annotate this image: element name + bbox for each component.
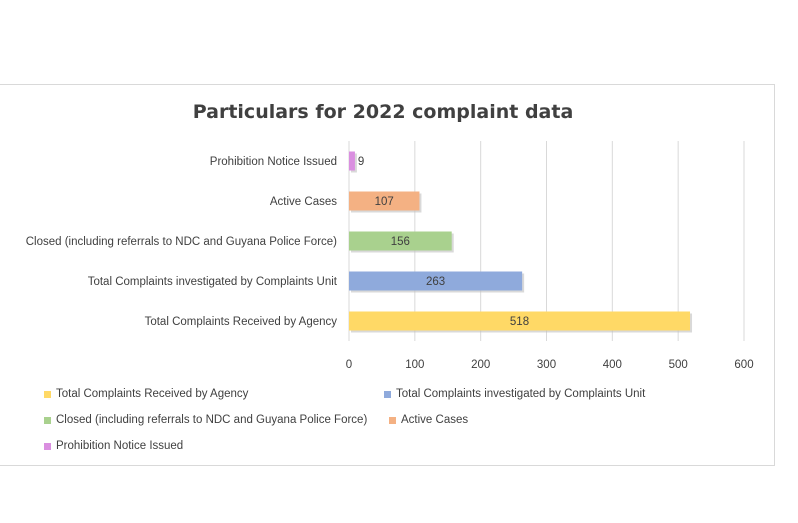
chart-area: Particulars for 2022 complaint data Tota…	[0, 84, 775, 466]
x-tick-label: 0	[346, 359, 352, 371]
x-tick-label: 500	[669, 359, 688, 371]
category-label: Prohibition Notice Issued	[210, 156, 337, 168]
legend-item: Total Complaints investigated by Complai…	[384, 388, 645, 400]
x-axis-ticks: 0 100 200 300 400 500 600	[346, 359, 754, 371]
category-label: Total Complaints Received by Agency	[145, 316, 338, 328]
legend-swatch	[44, 390, 51, 398]
legend-label: Prohibition Notice Issued	[56, 440, 184, 452]
x-tick-label: 400	[603, 359, 622, 371]
data-label: 263	[426, 276, 445, 288]
x-tick-label: 300	[537, 359, 556, 371]
category-label: Total Complaints investigated by Complai…	[88, 276, 338, 288]
bar-1	[349, 271, 523, 291]
bar-3	[349, 191, 420, 211]
category-labels: Total Complaints Received by Agency Total…	[26, 156, 338, 328]
data-label: 107	[375, 196, 394, 208]
legend-label: Total Complaints Received by Agency	[56, 388, 249, 400]
category-label: Closed (including referrals to NDC and G…	[26, 236, 337, 248]
legend-label: Total Complaints investigated by Complai…	[396, 388, 646, 400]
legend-label: Active Cases	[401, 414, 469, 426]
legend-swatch	[389, 416, 396, 424]
category-label: Active Cases	[270, 196, 337, 208]
legend-label: Closed (including referrals to NDC and G…	[56, 414, 368, 426]
legend-swatch	[44, 416, 51, 424]
bar-4	[349, 151, 355, 171]
bar-0	[349, 311, 691, 331]
bar-2	[349, 231, 452, 251]
data-label: 9	[358, 156, 364, 168]
bar-chart: Particulars for 2022 complaint data Tota…	[26, 101, 754, 371]
x-tick-label: 600	[734, 359, 753, 371]
legend-item: Prohibition Notice Issued	[44, 440, 183, 452]
gridlines	[348, 141, 745, 341]
x-tick-label: 100	[405, 359, 424, 371]
bars	[349, 151, 693, 333]
data-labels: 518 263 156 107 9	[358, 156, 529, 328]
data-label: 156	[391, 236, 410, 248]
legend-swatch	[44, 442, 51, 450]
legend-swatch	[384, 390, 391, 398]
data-label: 518	[510, 316, 529, 328]
legend-item: Total Complaints Received by Agency	[44, 388, 248, 400]
chart-title: Particulars for 2022 complaint data	[193, 101, 574, 123]
legend-item: Active Cases	[389, 414, 468, 426]
x-tick-label: 200	[471, 359, 490, 371]
legend-item: Closed (including referrals to NDC and G…	[44, 414, 367, 426]
